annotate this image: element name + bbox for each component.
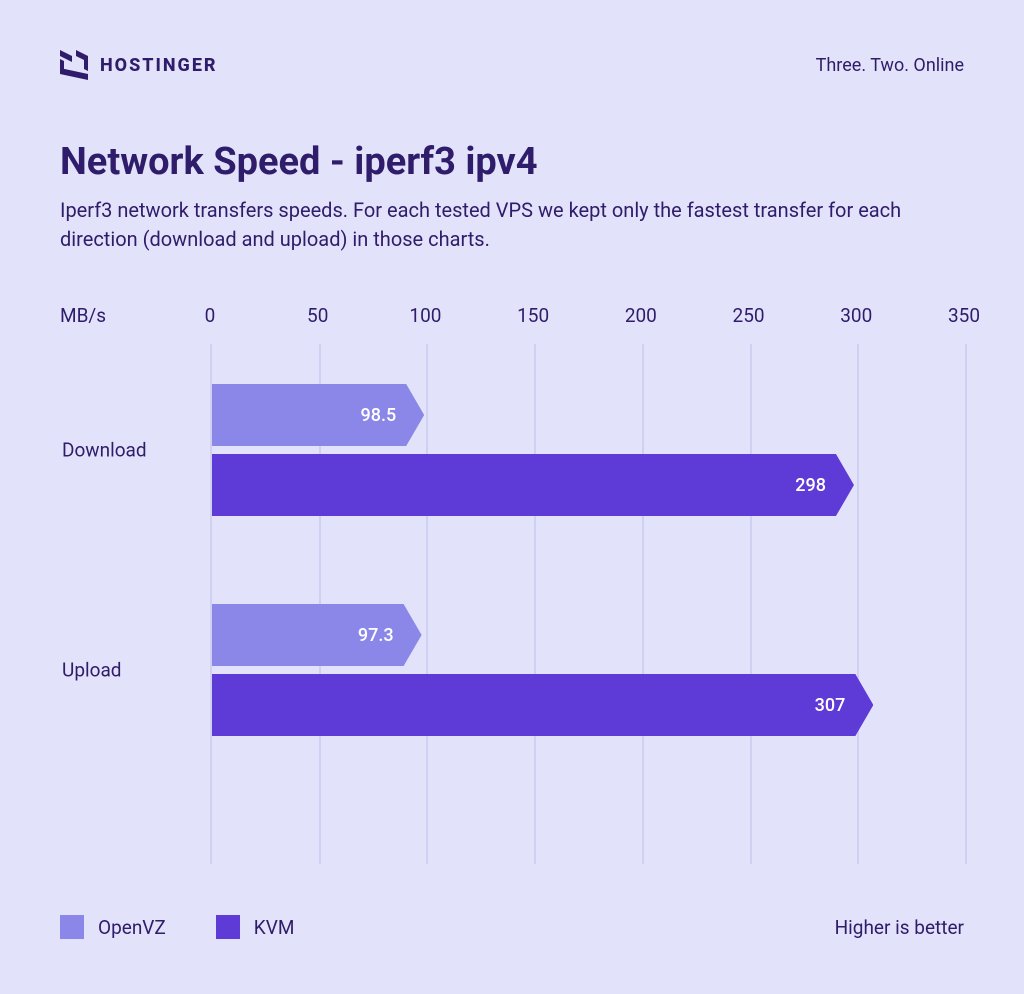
- hostinger-logo-icon: [60, 50, 88, 80]
- plot-region: Download98.5298Upload97.3307: [210, 344, 964, 864]
- x-tick-label: 200: [625, 304, 657, 327]
- category-label: Upload: [62, 659, 202, 682]
- chart-note: Higher is better: [835, 916, 964, 939]
- bar-value-label: 98.5: [360, 405, 396, 426]
- category-label: Download: [62, 439, 202, 462]
- bar-value-label: 97.3: [358, 625, 394, 646]
- bar-group: Upload97.3307: [212, 604, 964, 736]
- x-tick-label: 100: [409, 304, 441, 327]
- legend-label: OpenVZ: [98, 916, 166, 939]
- legend-swatch: [216, 915, 240, 939]
- legend-item: KVM: [216, 915, 295, 939]
- x-tick-label: 50: [307, 304, 328, 327]
- legend-item: OpenVZ: [60, 915, 166, 939]
- x-tick-label: 300: [840, 304, 872, 327]
- legend: OpenVZ KVM: [60, 915, 294, 939]
- bar-kvm: 298: [212, 454, 854, 516]
- bar-openvz: 97.3: [212, 604, 422, 666]
- legend-label: KVM: [254, 916, 295, 939]
- chart-area: MB/s Download 98.5 298 Upload 97.3 307 0 50 100…: [60, 304, 964, 864]
- brand-logo: HOSTINGER: [60, 50, 218, 80]
- x-tick-label: 0: [205, 304, 216, 327]
- bar-kvm: 307: [212, 674, 873, 736]
- brand-name: HOSTINGER: [100, 55, 218, 76]
- header: HOSTINGER Three. Two. Online: [60, 50, 964, 80]
- bar-openvz: 98.5: [212, 384, 424, 446]
- x-tick-label: 150: [517, 304, 549, 327]
- legend-swatch: [60, 915, 84, 939]
- y-axis-unit: MB/s: [60, 304, 106, 327]
- gridline: [965, 344, 967, 864]
- bar-group: Download98.5298: [212, 384, 964, 516]
- legend-row: OpenVZ KVM Higher is better: [60, 915, 964, 939]
- x-tick-label: 350: [948, 304, 980, 327]
- x-tick-label: 250: [733, 304, 765, 327]
- brand-tagline: Three. Two. Online: [816, 55, 964, 76]
- bar-value-label: 307: [815, 695, 846, 716]
- infographic-canvas: HOSTINGER Three. Two. Online Network Spe…: [0, 0, 1024, 994]
- chart-subtitle: Iperf3 network transfers speeds. For eac…: [60, 196, 940, 254]
- chart-title: Network Speed - iperf3 ipv4: [60, 140, 964, 184]
- bar-value-label: 298: [795, 475, 826, 496]
